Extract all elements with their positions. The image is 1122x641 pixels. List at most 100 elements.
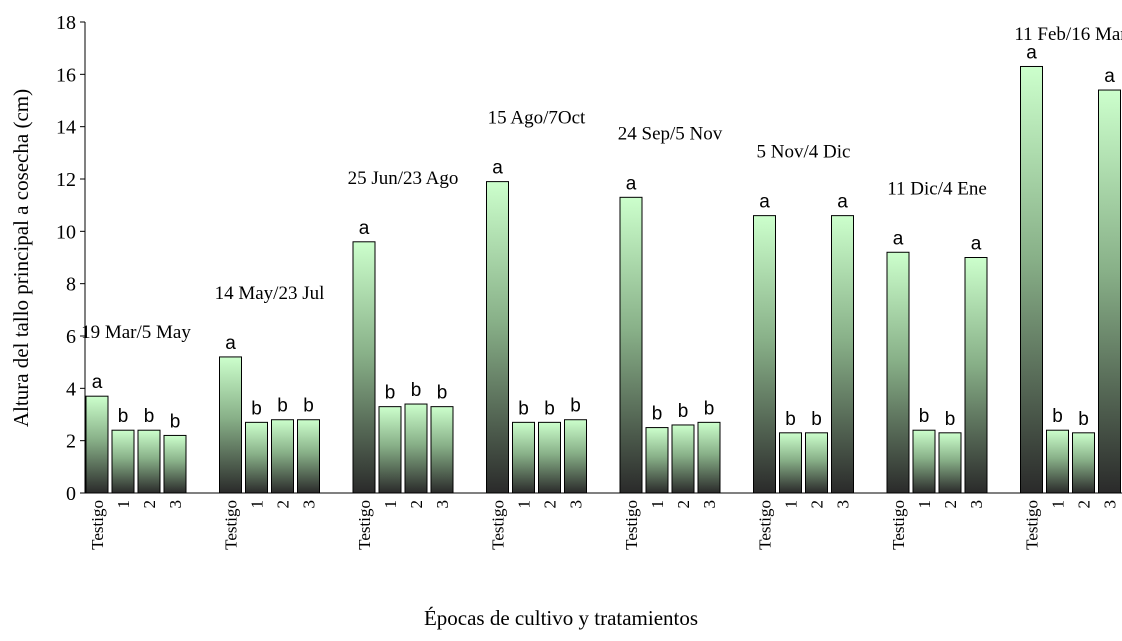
y-tick-label: 18 — [56, 12, 76, 34]
group-label: 24 Sep/5 Nov — [618, 123, 723, 144]
x-tick-label: 3 — [700, 500, 719, 509]
bar-letter: b — [785, 409, 796, 430]
bar-letter: b — [144, 406, 155, 427]
bar-letter: b — [118, 406, 129, 427]
bar-letter: a — [1026, 42, 1037, 63]
x-tick-label: 3 — [166, 500, 185, 509]
bar-letter: b — [437, 383, 448, 404]
bar-letter: a — [971, 234, 982, 255]
bar-letter: b — [652, 404, 663, 425]
bar-letter: b — [277, 396, 288, 417]
bar-letter: b — [170, 411, 181, 432]
bar — [512, 421, 535, 494]
x-tick-label: 1 — [1049, 500, 1068, 509]
bar — [297, 419, 320, 494]
bar-letter: a — [1104, 66, 1115, 87]
x-tick-label: 1 — [515, 500, 534, 509]
y-tick-label: 2 — [66, 431, 76, 453]
bar — [671, 424, 695, 494]
group-label: 14 May/23 Jul — [215, 283, 325, 304]
bar-letter: b — [570, 396, 581, 417]
bar-letter: b — [945, 409, 956, 430]
x-tick-label: 1 — [782, 500, 801, 509]
x-tick-label: 3 — [567, 500, 586, 509]
bar-letter: b — [251, 398, 262, 419]
bar-letter: a — [893, 228, 904, 249]
y-tick-label: 6 — [66, 326, 76, 348]
x-tick-label: 2 — [808, 500, 827, 509]
bar — [85, 395, 109, 494]
x-tick-label: Testigo — [489, 500, 508, 550]
bar — [964, 257, 988, 494]
bar — [1046, 429, 1069, 494]
bar — [486, 181, 509, 494]
bar — [645, 427, 669, 494]
bar — [912, 429, 936, 494]
y-tick-label: 12 — [56, 169, 76, 191]
group-label: 25 Jun/23 Ago — [348, 168, 459, 189]
bar — [219, 356, 242, 494]
bar — [404, 403, 428, 494]
bar — [538, 421, 561, 494]
bar — [271, 419, 294, 494]
bar-letter: b — [1052, 406, 1063, 427]
bar — [1098, 89, 1121, 494]
x-tick-label: 1 — [114, 500, 133, 509]
bar-letter: a — [225, 333, 236, 354]
bar-letter: b — [303, 396, 314, 417]
bar-letter: b — [704, 398, 715, 419]
y-tick-label: 10 — [56, 221, 76, 243]
x-tick-label: 3 — [1101, 500, 1120, 509]
group-label: 5 Nov/4 Dic — [757, 142, 851, 163]
x-tick-label: 2 — [674, 500, 693, 509]
bar — [805, 432, 828, 494]
bar — [697, 421, 721, 494]
bar-letter: a — [492, 158, 503, 179]
bar-letter: b — [678, 401, 689, 422]
x-tick-label: Testigo — [222, 500, 241, 550]
x-tick-label: 1 — [915, 500, 934, 509]
bar-letter: a — [759, 192, 770, 213]
x-axis-title: Épocas de cultivo y tratamientos — [424, 606, 698, 630]
x-tick-label: 3 — [967, 500, 986, 509]
x-tick-label: Testigo — [355, 500, 374, 550]
bar — [564, 419, 587, 494]
x-tick-label: 2 — [407, 500, 426, 509]
x-tick-label: 3 — [433, 500, 452, 509]
bar-letter: b — [811, 409, 822, 430]
x-tick-label: 1 — [648, 500, 667, 509]
x-tick-label: Testigo — [622, 500, 641, 550]
bar — [1020, 65, 1043, 494]
x-tick-label: 2 — [274, 500, 293, 509]
bar-letter: b — [1078, 409, 1089, 430]
x-tick-label: 2 — [941, 500, 960, 509]
group-label: 19 Mar/5 May — [81, 322, 191, 343]
bar-letter: b — [385, 383, 396, 404]
bar — [1072, 432, 1095, 494]
bar-letter: b — [544, 398, 555, 419]
x-tick-label: 2 — [541, 500, 560, 509]
x-tick-label: 1 — [248, 500, 267, 509]
bar — [831, 215, 854, 494]
x-tick-label: 2 — [1075, 500, 1094, 509]
bar — [886, 251, 910, 494]
x-tick-label: 3 — [300, 500, 319, 509]
y-tick-label: 16 — [56, 64, 76, 86]
bar — [430, 406, 454, 494]
y-tick-label: 0 — [66, 483, 76, 505]
y-tick-label: 14 — [56, 117, 76, 139]
bar — [111, 429, 135, 494]
bar-letter: a — [626, 173, 637, 194]
bar — [352, 241, 376, 494]
y-axis-title: Altura del tallo principal a cosecha (cm… — [9, 89, 33, 427]
x-tick-label: Testigo — [88, 500, 107, 550]
bar — [938, 432, 962, 494]
bar — [378, 406, 402, 494]
bar-letter: a — [837, 192, 848, 213]
bar — [779, 432, 802, 494]
bar — [137, 429, 161, 494]
group-label: 15 Ago/7Oct — [488, 108, 586, 129]
x-tick-label: 2 — [140, 500, 159, 509]
y-tick-label: 8 — [66, 274, 76, 296]
